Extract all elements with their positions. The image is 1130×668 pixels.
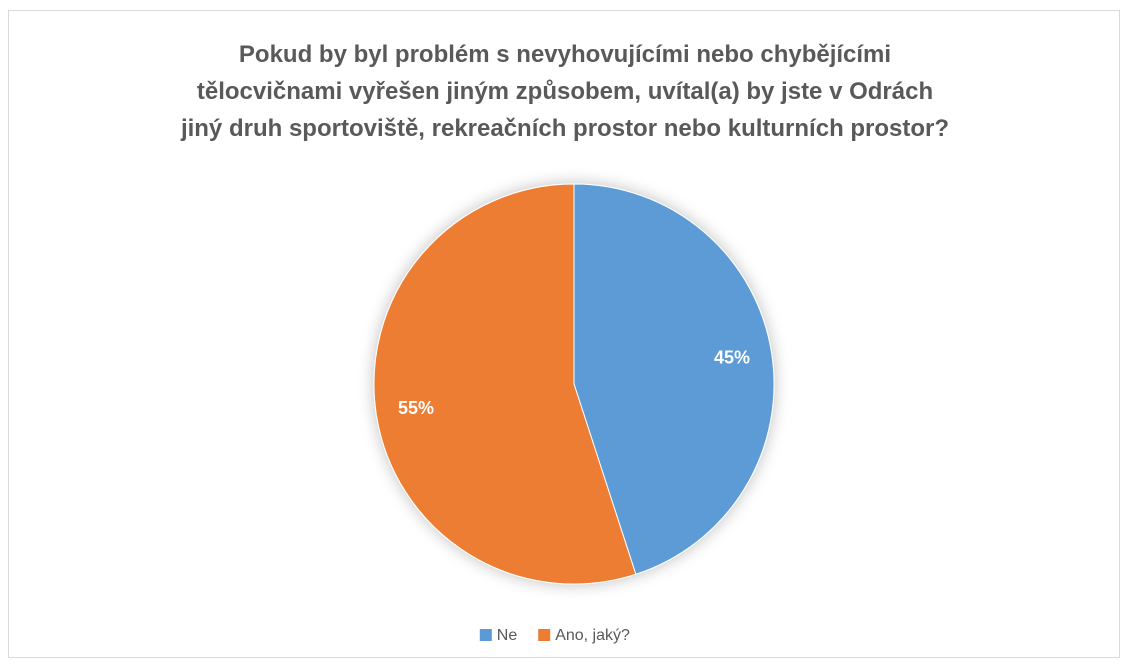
chart-title: Pokud by byl problém s nevyhovujícími ne… — [180, 41, 950, 142]
legend-label: Ano, jaký? — [555, 627, 630, 644]
legend-swatch — [538, 629, 551, 641]
pie — [373, 183, 775, 585]
chart-frame — [8, 10, 1120, 658]
legend-swatch — [479, 629, 492, 641]
legend-label: Ne — [497, 627, 518, 644]
data-label: 45% — [714, 348, 750, 368]
pie-slice — [573, 183, 775, 575]
pie-slice — [373, 183, 637, 585]
data-label: 55% — [398, 398, 434, 418]
